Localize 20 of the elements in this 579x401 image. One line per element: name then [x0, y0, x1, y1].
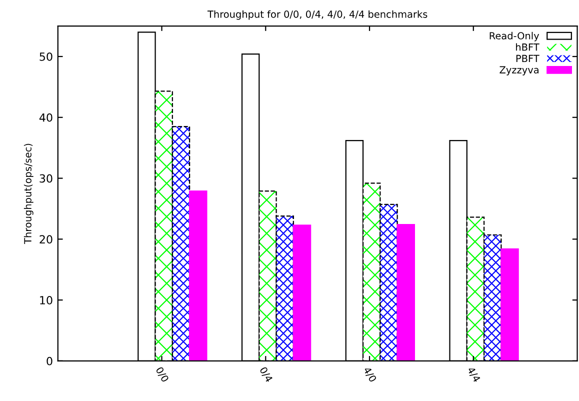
legend-label: Read-Only [490, 32, 540, 42]
y-tick-label: 40 [39, 113, 52, 122]
legend-label: hBFT [516, 43, 540, 51]
legend-label: Zyzzyva [500, 66, 538, 76]
bar [500, 248, 519, 361]
legend-label: PBFT [516, 54, 540, 62]
x-tick-label: 4/4 [466, 366, 481, 383]
x-tick-label: 0/4 [258, 366, 274, 383]
y-tick-label: 30 [40, 174, 52, 183]
y-tick-label: 0 [46, 356, 52, 366]
y-axis-title: Throughput(ops/sec) [24, 144, 34, 244]
x-tick-label: 0/0 [154, 366, 170, 383]
x-tick-label: 4/0 [362, 366, 377, 383]
y-tick-label: 20 [40, 235, 52, 244]
bar [292, 224, 312, 361]
bar [396, 224, 415, 361]
y-tick-label: 10 [40, 296, 52, 304]
y-tick-label: 50 [40, 52, 52, 61]
bar [189, 190, 208, 361]
chart-title: Throughput for 0/0, 0/4, 4/0, 4/4 benchmarks [207, 10, 428, 20]
